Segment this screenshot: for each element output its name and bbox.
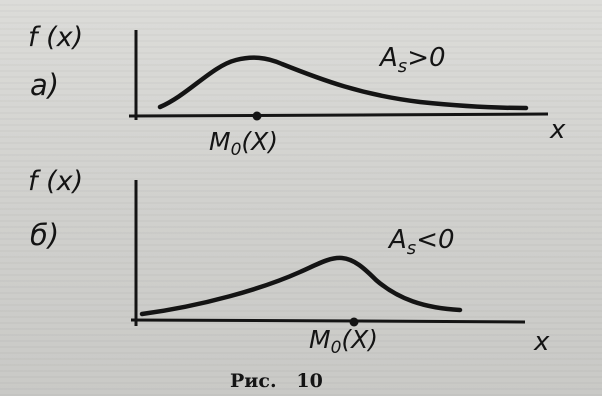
panel-b-density-curve <box>139 255 463 317</box>
panel-b-skew-sub: s <box>407 238 416 259</box>
panel-b-y-axis-label: f (x) <box>28 166 83 197</box>
panel-b: f (x) б) M0(X) As<0 x <box>28 166 550 358</box>
panel-b-mode-arg: (X) <box>341 325 378 354</box>
panel-b-skewness-label: As<0 <box>387 225 455 259</box>
panel-a-skewness-label: As>0 <box>378 43 446 77</box>
panel-b-skew-base: A <box>387 225 407 255</box>
panel-a-letter: а) <box>30 68 59 102</box>
panel-a-skew-base: A <box>378 43 398 73</box>
panel-a-skew-sub: s <box>398 56 407 77</box>
panel-b-mode-base: M <box>309 325 331 354</box>
panel-b-skew-rel: <0 <box>416 225 454 255</box>
panel-a-mode-label: M0(X) <box>209 127 278 160</box>
panel-a-mode-sub: 0 <box>231 140 242 160</box>
panel-a: f (x) а) M0(X) As>0 x <box>28 22 566 160</box>
panel-a-mode-point <box>252 111 262 121</box>
panel-b-mode-point <box>349 317 359 327</box>
panel-a-mode-arg: (X) <box>241 127 278 156</box>
figure-caption: Рис. 10 <box>230 370 323 392</box>
panel-a-density-curve <box>157 55 529 111</box>
panel-a-x-axis <box>128 112 549 118</box>
panel-a-skew-rel: >0 <box>407 43 445 73</box>
panel-b-letter: б) <box>30 218 59 252</box>
panel-a-y-axis-label: f (x) <box>28 22 83 53</box>
panel-b-mode-label: M0(X) <box>309 325 378 358</box>
panel-a-x-axis-label: x <box>549 115 566 145</box>
panel-b-x-axis-label: x <box>533 327 550 357</box>
panel-b-x-axis <box>130 318 526 324</box>
panel-b-mode-sub: 0 <box>331 338 342 358</box>
panel-a-mode-base: M <box>209 127 231 156</box>
